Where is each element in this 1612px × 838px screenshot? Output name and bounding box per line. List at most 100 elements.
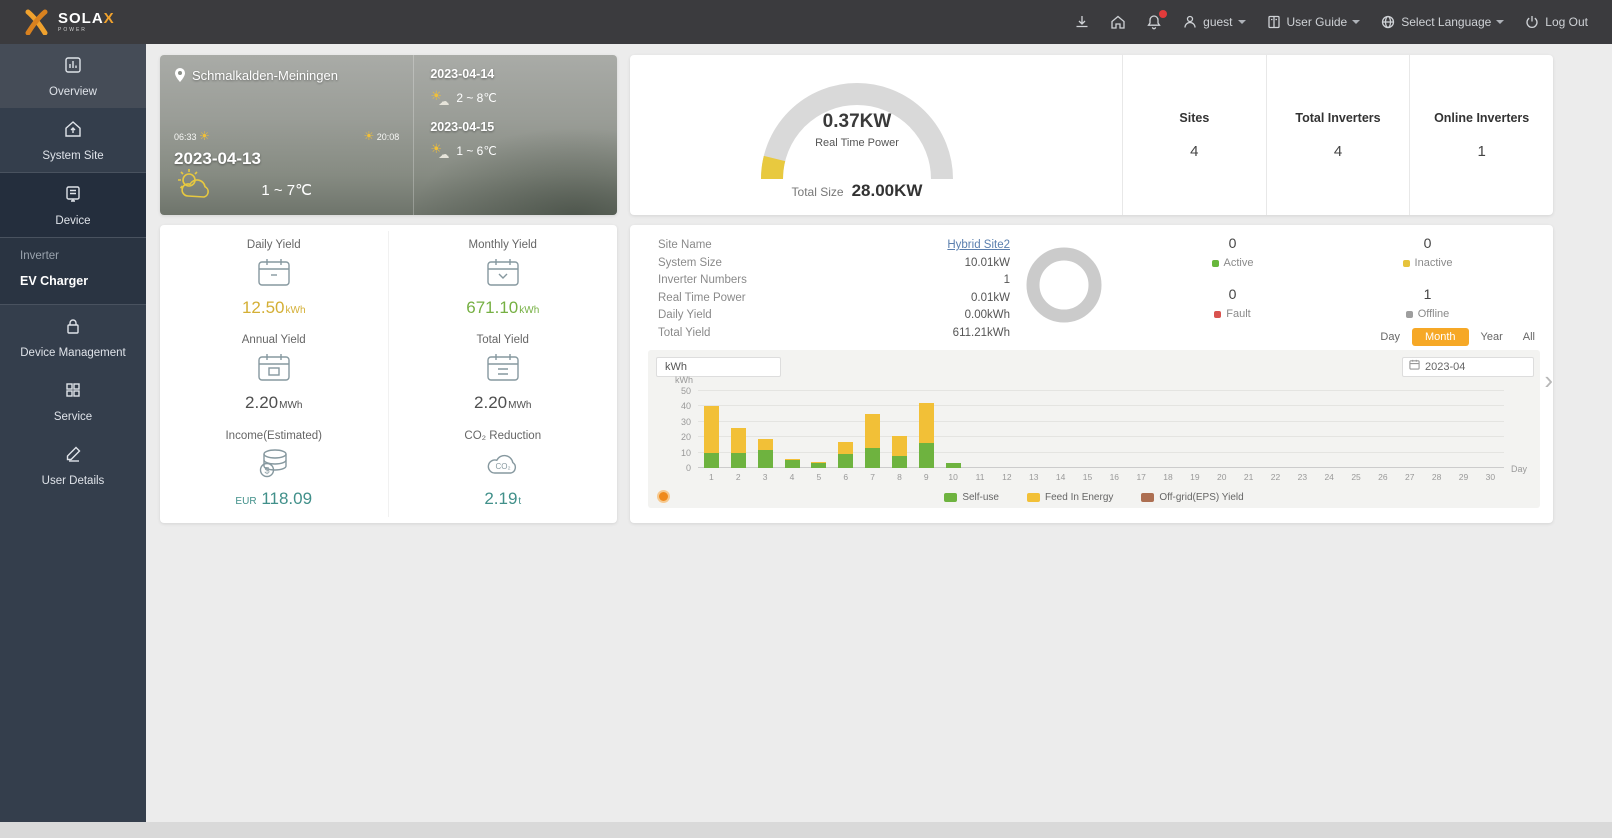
username: guest bbox=[1203, 15, 1233, 29]
sidebar-item-user-details[interactable]: User Details bbox=[0, 433, 146, 497]
x-axis-tick: 28 bbox=[1431, 472, 1442, 482]
range-day-button[interactable]: Day bbox=[1380, 331, 1400, 343]
horizontal-scrollbar[interactable] bbox=[0, 822, 1612, 838]
status-donut-chart bbox=[1022, 243, 1106, 332]
total-size-label: Total Size bbox=[791, 185, 844, 199]
range-year-button[interactable]: Year bbox=[1480, 331, 1503, 343]
calendar-day-icon bbox=[256, 256, 292, 293]
x-axis-tick: 4 bbox=[789, 472, 795, 482]
range-all-button[interactable]: All bbox=[1522, 331, 1535, 343]
bar-slot-day-18: 18 bbox=[1155, 384, 1182, 482]
bar-slot-day-26: 26 bbox=[1369, 384, 1396, 482]
sidebar-item-overview[interactable]: Overview bbox=[0, 44, 146, 108]
calendar-year-icon bbox=[256, 351, 292, 388]
legend-item-off-grid-eps-yield[interactable]: Off-grid(EPS) Yield bbox=[1141, 492, 1244, 503]
brand-logo[interactable]: SOLAX POWER bbox=[24, 9, 115, 35]
x-axis-tick: 13 bbox=[1029, 472, 1039, 482]
bar-segment-feed-in-energy bbox=[918, 403, 934, 444]
x-axis-tick: 29 bbox=[1458, 472, 1469, 482]
bar-slot-day-14: 14 bbox=[1047, 384, 1074, 482]
user-menu[interactable]: guest bbox=[1182, 14, 1246, 30]
bar-slot-day-24: 24 bbox=[1316, 384, 1343, 482]
sun-cloud-small-icon: ☀ ☁ bbox=[430, 141, 450, 161]
status-inactive: 0 Inactive bbox=[1330, 235, 1525, 269]
power-icon bbox=[1524, 14, 1540, 30]
x-axis-tick: 14 bbox=[1055, 472, 1066, 482]
site-info-list: Site Name Hybrid Site2 System Size 10.01kW… bbox=[658, 237, 1010, 342]
y-axis-tick: 0 bbox=[685, 463, 691, 473]
sidebar-item-service[interactable]: Service bbox=[0, 369, 146, 433]
chart-date-value: 2023-04 bbox=[1425, 361, 1466, 373]
next-site-chevron[interactable]: › bbox=[1544, 365, 1553, 395]
bar-segment-self-use bbox=[730, 452, 746, 468]
grid-icon bbox=[63, 380, 83, 405]
home-icon[interactable] bbox=[1110, 14, 1126, 30]
x-axis-line bbox=[698, 467, 1504, 468]
bar-segment-self-use bbox=[945, 463, 961, 468]
language-menu[interactable]: Select Language bbox=[1380, 14, 1505, 30]
sidebar-item-device-management[interactable]: Device Management bbox=[0, 305, 146, 369]
sunset-icon: ☀ bbox=[363, 129, 375, 143]
x-axis-tick: 16 bbox=[1109, 472, 1120, 482]
x-axis-tick: 25 bbox=[1351, 472, 1361, 482]
svg-text:$: $ bbox=[264, 465, 269, 475]
logout-menu[interactable]: Log Out bbox=[1524, 14, 1588, 30]
bar-slot-day-5: 5 bbox=[805, 384, 832, 482]
sidebar-item-label: User Details bbox=[41, 475, 105, 487]
income-value: 118.09 bbox=[261, 488, 313, 508]
chart-legend: Self-use Feed In Energy Off-grid(EPS) Yiel… bbox=[648, 492, 1540, 503]
export-icon[interactable] bbox=[1074, 14, 1090, 30]
gridline bbox=[698, 451, 1504, 453]
x-axis-tick: 21 bbox=[1243, 472, 1254, 482]
bar-slot-day-4: 4 bbox=[779, 384, 806, 482]
x-axis-tick: 11 bbox=[975, 472, 985, 482]
power-gauge bbox=[747, 69, 967, 181]
bar-slot-day-12: 12 bbox=[993, 384, 1020, 482]
info-row: Site Name Hybrid Site2 bbox=[658, 237, 1010, 255]
legend-item-feed-in-energy[interactable]: Feed In Energy bbox=[1027, 492, 1113, 503]
chart-unit-select[interactable]: kWh bbox=[656, 357, 781, 377]
brand-subtitle: POWER bbox=[58, 27, 87, 33]
bar-slot-day-1: 1 bbox=[698, 384, 725, 482]
bar-segment-self-use bbox=[757, 449, 773, 468]
status-offline: 1 Offline bbox=[1330, 286, 1525, 320]
bar-chart-plot: kWh 1 2 3 4 5 6 7 8 9 10 11 12 13 14 15 16 17 18 19 20 21 22 2… bbox=[675, 375, 1527, 482]
co2-value: 2.19 bbox=[484, 488, 518, 508]
sidebar-item-inverter[interactable]: Inverter bbox=[20, 250, 59, 262]
bar-slot-day-9: 9 bbox=[913, 384, 940, 482]
user-guide-menu[interactable]: User Guide bbox=[1266, 14, 1361, 30]
bar-slot-day-6: 6 bbox=[832, 384, 859, 482]
monthly-yield-cell: Monthly Yield 671.10kWh bbox=[466, 239, 540, 318]
y-axis-tick: 50 bbox=[680, 386, 691, 396]
forecast-temp: 1 ~ 6℃ bbox=[456, 144, 497, 158]
sunrise-icon: ☀ bbox=[199, 129, 210, 143]
status-active: 0 Active bbox=[1135, 235, 1330, 269]
sunset-time: ☀ 20:08 bbox=[363, 129, 400, 143]
device-submenu: Inverter EV Charger bbox=[0, 238, 146, 305]
bar-segment-feed-in-energy bbox=[838, 441, 854, 455]
x-axis-tick: 17 bbox=[1136, 472, 1146, 482]
bar-segment-feed-in-energy bbox=[757, 438, 773, 450]
x-axis-tick: 7 bbox=[870, 472, 875, 482]
x-axis-tick: 2 bbox=[735, 472, 741, 482]
chart-date-picker[interactable]: 2023-04 bbox=[1402, 357, 1534, 377]
range-month-button[interactable]: Month bbox=[1411, 328, 1469, 346]
chart-float-indicator[interactable] bbox=[657, 490, 670, 503]
weather-current-temp: 1 ~ 7℃ bbox=[261, 182, 312, 199]
bar-slot-day-2: 2 bbox=[725, 384, 752, 482]
logout-label: Log Out bbox=[1545, 15, 1588, 29]
sidebar-item-device[interactable]: Device bbox=[0, 172, 146, 238]
y-axis-unit: kWh bbox=[675, 375, 693, 385]
main-content: Schmalkalden-Meiningen 06:33 ☀ ☀ 20:08 2… bbox=[146, 44, 1612, 822]
notification-icon[interactable] bbox=[1146, 10, 1168, 30]
x-axis-unit: Day bbox=[1511, 464, 1528, 474]
sidebar-item-system-site[interactable]: System Site bbox=[0, 108, 146, 172]
legend-item-self-use[interactable]: Self-use bbox=[944, 492, 999, 503]
co2-cloud-icon: CO₂ bbox=[484, 447, 522, 484]
bar-segment-self-use bbox=[811, 462, 827, 468]
yield-summary-card: Daily Yield 12.50kWh Monthly Yield 671.1… bbox=[160, 225, 617, 523]
sidebar-item-ev-charger[interactable]: EV Charger bbox=[20, 274, 89, 288]
bar-slot-day-3: 3 bbox=[752, 384, 779, 482]
coins-icon: $ bbox=[254, 447, 294, 484]
site-name-link[interactable]: Hybrid Site2 bbox=[947, 239, 1010, 251]
